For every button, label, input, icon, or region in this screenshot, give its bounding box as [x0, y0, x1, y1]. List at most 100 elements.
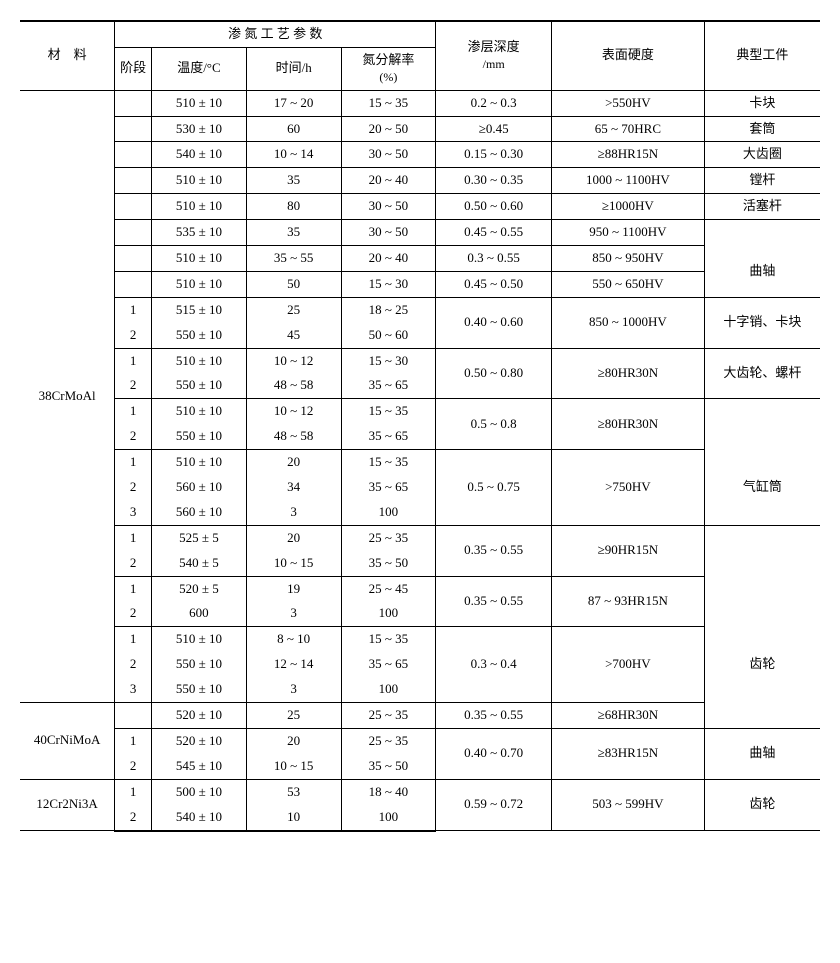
time-cell: 10 ~ 15	[246, 754, 341, 779]
table-row: 40CrNiMoA 520 ± 10 25 25 ~ 35 0.35 ~ 0.5…	[20, 703, 820, 729]
table-row: 1 510 ± 10 10 ~ 12 15 ~ 35 0.5 ~ 0.8 ≥80…	[20, 399, 820, 424]
part-cell: 卡块	[704, 90, 820, 116]
stage-cell: 2	[115, 475, 152, 500]
nitriding-table: 材 料 渗 氮 工 艺 参 数 渗层深度 /mm 表面硬度 典型工件 阶段 温度…	[20, 20, 820, 832]
part-cell: 曲轴	[704, 246, 820, 298]
stage-cell: 2	[115, 551, 152, 576]
table-row: 510 ± 10 35 20 ~ 40 0.30 ~ 0.35 1000 ~ 1…	[20, 168, 820, 194]
stage-cell	[115, 90, 152, 116]
diss-cell: 100	[341, 601, 436, 626]
part-cell: 齿轮	[704, 779, 820, 830]
stage-cell	[115, 271, 152, 297]
hard-cell: ≥90HR15N	[552, 525, 705, 576]
header-material: 材 料	[20, 21, 115, 90]
temp-cell: 510 ± 10	[152, 627, 247, 652]
temp-cell: 550 ± 10	[152, 373, 247, 398]
depth-cell: 0.3 ~ 0.55	[436, 246, 552, 272]
header-diss-unit: (%)	[379, 70, 397, 84]
diss-cell: 35 ~ 65	[341, 424, 436, 449]
hard-cell: >550HV	[552, 90, 705, 116]
table-row: 1 515 ± 10 25 18 ~ 25 0.40 ~ 0.60 850 ~ …	[20, 297, 820, 322]
time-cell: 10	[246, 805, 341, 831]
depth-cell: 0.35 ~ 0.55	[436, 576, 552, 627]
diss-cell: 30 ~ 50	[341, 194, 436, 220]
stage-cell: 1	[115, 297, 152, 322]
part-cell: 镗杆	[704, 168, 820, 194]
depth-cell: 0.50 ~ 0.80	[436, 348, 552, 399]
header-diss-label: 氮分解率	[362, 52, 414, 67]
diss-cell: 25 ~ 35	[341, 525, 436, 550]
time-cell: 20	[246, 525, 341, 550]
stage-cell: 1	[115, 627, 152, 652]
temp-cell: 560 ± 10	[152, 475, 247, 500]
hard-cell: ≥68HR30N	[552, 703, 705, 729]
stage-cell: 2	[115, 805, 152, 831]
temp-cell: 510 ± 10	[152, 90, 247, 116]
time-cell: 8 ~ 10	[246, 627, 341, 652]
time-cell: 80	[246, 194, 341, 220]
temp-cell: 550 ± 10	[152, 424, 247, 449]
part-cell: 活塞杆	[704, 194, 820, 220]
diss-cell: 15 ~ 30	[341, 271, 436, 297]
temp-cell: 520 ± 5	[152, 576, 247, 601]
hard-cell: 1000 ~ 1100HV	[552, 168, 705, 194]
header-stage: 阶段	[115, 47, 152, 90]
header-process-group: 渗 氮 工 艺 参 数	[115, 21, 436, 47]
diss-cell: 100	[341, 677, 436, 702]
time-cell: 10 ~ 14	[246, 142, 341, 168]
depth-cell: 0.35 ~ 0.55	[436, 525, 552, 576]
part-cell	[704, 399, 820, 450]
temp-cell: 510 ± 10	[152, 450, 247, 475]
diss-cell: 25 ~ 35	[341, 703, 436, 729]
time-cell: 35	[246, 220, 341, 246]
depth-cell: 0.35 ~ 0.55	[436, 703, 552, 729]
temp-cell: 510 ± 10	[152, 168, 247, 194]
diss-cell: 18 ~ 25	[341, 297, 436, 322]
diss-cell: 100	[341, 500, 436, 525]
temp-cell: 550 ± 10	[152, 677, 247, 702]
temp-cell: 540 ± 10	[152, 805, 247, 831]
depth-cell: 0.45 ~ 0.50	[436, 271, 552, 297]
time-cell: 25	[246, 297, 341, 322]
header-depth-label: 渗层深度	[468, 39, 520, 54]
time-cell: 3	[246, 500, 341, 525]
depth-cell: 0.40 ~ 0.60	[436, 297, 552, 348]
hard-cell: ≥88HR15N	[552, 142, 705, 168]
table-row: 1 510 ± 10 10 ~ 12 15 ~ 30 0.50 ~ 0.80 ≥…	[20, 348, 820, 373]
stage-cell	[115, 194, 152, 220]
stage-cell: 2	[115, 424, 152, 449]
stage-cell: 3	[115, 500, 152, 525]
temp-cell: 530 ± 10	[152, 116, 247, 142]
table-row: 1 520 ± 10 20 25 ~ 35 0.40 ~ 0.70 ≥83HR1…	[20, 728, 820, 753]
stage-cell	[115, 246, 152, 272]
depth-cell: 0.30 ~ 0.35	[436, 168, 552, 194]
temp-cell: 510 ± 10	[152, 246, 247, 272]
stage-cell: 1	[115, 525, 152, 550]
depth-cell: 0.5 ~ 0.75	[436, 450, 552, 526]
table-row: 510 ± 10 35 ~ 55 20 ~ 40 0.3 ~ 0.55 850 …	[20, 246, 820, 272]
depth-cell: 0.15 ~ 0.30	[436, 142, 552, 168]
diss-cell: 35 ~ 65	[341, 652, 436, 677]
diss-cell: 15 ~ 35	[341, 450, 436, 475]
diss-cell: 25 ~ 45	[341, 576, 436, 601]
part-cell: 大齿轮、螺杆	[704, 348, 820, 399]
part-cell	[704, 220, 820, 246]
part-cell: 曲轴	[704, 728, 820, 779]
temp-cell: 540 ± 5	[152, 551, 247, 576]
header-hardness: 表面硬度	[552, 21, 705, 90]
header-part: 典型工件	[704, 21, 820, 90]
hard-cell: ≥80HR30N	[552, 348, 705, 399]
stage-cell: 3	[115, 677, 152, 702]
hard-cell: 550 ~ 650HV	[552, 271, 705, 297]
hard-cell: ≥80HR30N	[552, 399, 705, 450]
depth-cell: ≥0.45	[436, 116, 552, 142]
diss-cell: 15 ~ 35	[341, 399, 436, 424]
part-cell	[704, 576, 820, 627]
time-cell: 45	[246, 323, 341, 348]
temp-cell: 560 ± 10	[152, 500, 247, 525]
table-row: 530 ± 10 60 20 ~ 50 ≥0.45 65 ~ 70HRC 套筒	[20, 116, 820, 142]
part-cell: 大齿圈	[704, 142, 820, 168]
diss-cell: 35 ~ 65	[341, 475, 436, 500]
hard-cell: ≥1000HV	[552, 194, 705, 220]
stage-cell: 2	[115, 754, 152, 779]
